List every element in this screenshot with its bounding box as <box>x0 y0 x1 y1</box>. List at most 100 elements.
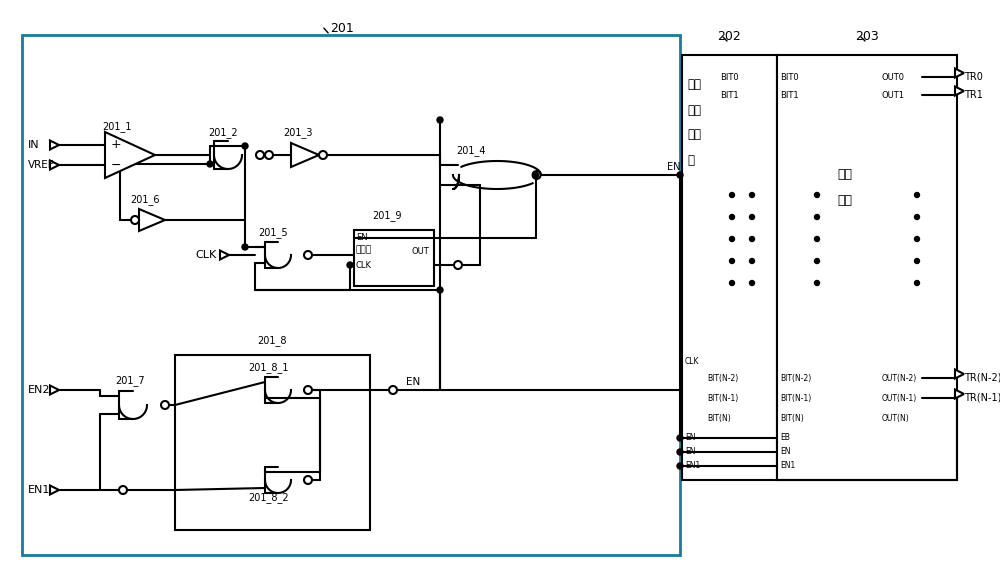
Circle shape <box>814 281 820 286</box>
Text: TR0: TR0 <box>964 72 983 82</box>
Circle shape <box>161 401 169 409</box>
Text: VREF: VREF <box>28 160 55 170</box>
Text: 移位: 移位 <box>687 79 701 91</box>
Circle shape <box>914 193 920 197</box>
Circle shape <box>914 236 920 242</box>
Circle shape <box>207 161 213 167</box>
Circle shape <box>730 259 734 263</box>
Polygon shape <box>50 140 59 150</box>
Text: EB: EB <box>780 434 790 443</box>
Text: EN: EN <box>780 447 790 457</box>
Circle shape <box>265 151 273 159</box>
Circle shape <box>677 449 683 455</box>
Text: BIT1: BIT1 <box>780 90 799 99</box>
Bar <box>682 55 777 480</box>
Polygon shape <box>291 143 319 167</box>
Circle shape <box>750 236 755 242</box>
Circle shape <box>750 193 755 197</box>
Text: EN: EN <box>685 434 696 443</box>
Text: BIT1: BIT1 <box>720 90 739 99</box>
Text: BIT(N-2): BIT(N-2) <box>707 374 738 382</box>
Text: BIT(N): BIT(N) <box>707 413 731 423</box>
Text: 201_7: 201_7 <box>115 375 145 386</box>
Text: 寄存: 寄存 <box>687 104 701 117</box>
Text: CLK: CLK <box>195 250 216 260</box>
Text: 器电: 器电 <box>687 128 701 141</box>
Circle shape <box>914 214 920 220</box>
Circle shape <box>454 261 462 269</box>
Circle shape <box>730 236 734 242</box>
Circle shape <box>242 143 248 149</box>
Text: 电路: 电路 <box>837 194 852 206</box>
Circle shape <box>814 193 820 197</box>
Circle shape <box>914 259 920 263</box>
Text: +: + <box>111 139 122 151</box>
Text: EN2: EN2 <box>28 385 50 395</box>
Circle shape <box>533 172 539 178</box>
Polygon shape <box>955 68 964 78</box>
Circle shape <box>256 151 264 159</box>
Text: BIT0: BIT0 <box>780 72 799 82</box>
Circle shape <box>750 281 755 286</box>
Polygon shape <box>50 385 59 394</box>
Circle shape <box>389 386 397 394</box>
Circle shape <box>304 251 312 259</box>
Text: BIT(N-1): BIT(N-1) <box>707 393 738 402</box>
Text: BIT(N): BIT(N) <box>780 413 804 423</box>
Text: OUT: OUT <box>412 247 430 256</box>
Circle shape <box>131 216 139 224</box>
Text: 201_4: 201_4 <box>456 145 486 156</box>
Text: 201_1: 201_1 <box>102 121 132 132</box>
Circle shape <box>242 244 248 250</box>
Circle shape <box>304 476 312 484</box>
Text: BIT0: BIT0 <box>720 72 739 82</box>
Text: EN: EN <box>356 233 368 243</box>
Text: EN1: EN1 <box>780 462 795 470</box>
Text: CLK: CLK <box>356 260 372 270</box>
Text: 计数器: 计数器 <box>356 246 372 255</box>
Text: 201_5: 201_5 <box>258 228 288 239</box>
Circle shape <box>730 281 734 286</box>
Bar <box>777 55 957 480</box>
Text: OUT1: OUT1 <box>882 90 905 99</box>
Text: 203: 203 <box>855 30 879 44</box>
Text: 201_8_2: 201_8_2 <box>248 493 289 504</box>
Polygon shape <box>139 209 165 231</box>
Polygon shape <box>955 370 964 378</box>
Circle shape <box>814 214 820 220</box>
Circle shape <box>437 287 443 293</box>
Polygon shape <box>50 160 59 170</box>
Text: OUT0: OUT0 <box>882 72 905 82</box>
Circle shape <box>914 281 920 286</box>
Bar <box>354 230 434 286</box>
Circle shape <box>677 435 683 441</box>
Circle shape <box>730 193 734 197</box>
Text: EN1: EN1 <box>28 485 50 495</box>
Text: TR1: TR1 <box>964 90 983 100</box>
Text: 201_3: 201_3 <box>283 128 312 139</box>
Circle shape <box>677 172 683 178</box>
Text: OUT(N-1): OUT(N-1) <box>882 393 917 402</box>
Text: EN: EN <box>406 377 420 387</box>
Circle shape <box>119 486 127 494</box>
Text: EN: EN <box>685 447 696 457</box>
Text: 修调: 修调 <box>837 168 852 182</box>
Text: OUT(N-2): OUT(N-2) <box>882 374 917 382</box>
Circle shape <box>347 262 353 268</box>
Text: 201_8: 201_8 <box>257 336 287 347</box>
Text: BIT(N-1): BIT(N-1) <box>780 393 811 402</box>
Text: 202: 202 <box>717 30 741 44</box>
Text: BIT(N-2): BIT(N-2) <box>780 374 811 382</box>
Text: 201_6: 201_6 <box>130 194 160 205</box>
Circle shape <box>814 259 820 263</box>
Bar <box>175 355 370 530</box>
Circle shape <box>814 236 820 242</box>
Bar <box>22 35 680 555</box>
Circle shape <box>533 171 541 179</box>
Polygon shape <box>50 485 59 494</box>
Text: CLK: CLK <box>685 358 700 366</box>
Circle shape <box>750 214 755 220</box>
Text: EN: EN <box>667 162 680 172</box>
Text: EN1: EN1 <box>685 462 700 470</box>
Text: IN: IN <box>28 140 40 150</box>
